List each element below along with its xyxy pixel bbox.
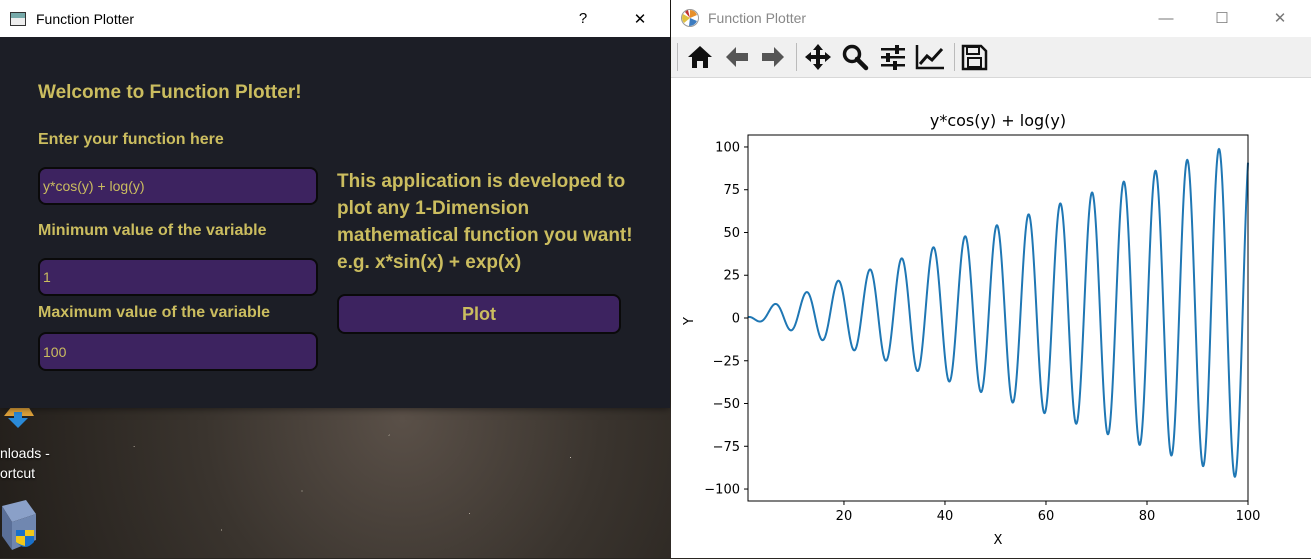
configure-subplots-button[interactable] [877, 41, 909, 73]
app-window-icon [10, 11, 26, 26]
forward-icon [762, 47, 784, 67]
configure-subplots-icon [881, 45, 905, 70]
max-value-label: Maximum value of the variable [38, 304, 271, 321]
left-titlebar[interactable]: Function Plotter ? ✕ [0, 0, 670, 37]
x-tick-label: 100 [1236, 509, 1261, 524]
x-tick-label: 20 [836, 509, 853, 524]
x-tick-label: 60 [1038, 509, 1055, 524]
plot-button[interactable]: Plot [337, 294, 621, 334]
back-button[interactable] [721, 41, 753, 73]
y-tick-label: 50 [723, 226, 740, 241]
welcome-heading: Welcome to Function Plotter! [38, 82, 302, 103]
toolbar-separator [677, 43, 678, 71]
max-value-input[interactable]: 100 [38, 332, 318, 371]
home-button[interactable] [684, 41, 716, 73]
downloads-shortcut[interactable]: nloads - ortcut [0, 402, 50, 483]
back-icon [726, 47, 748, 67]
right-window-title: Function Plotter [708, 10, 807, 26]
left-window-title: Function Plotter [36, 10, 135, 27]
edit-axis-icon [915, 45, 944, 70]
plot-axes-frame [747, 134, 1249, 502]
matplotlib-figure-window: Function Plotter — ☐ ✕ [671, 0, 1311, 558]
save-button[interactable] [958, 41, 990, 73]
downloads-shortcut-icon [4, 406, 34, 428]
downloads-shortcut-label-1: nloads - [0, 445, 50, 461]
y-tick-label: 75 [723, 183, 740, 198]
x-tick-label: 80 [1139, 509, 1156, 524]
function-input[interactable]: y*cos(y) + log(y) [38, 167, 318, 205]
downloads-shortcut-label-2: ortcut [0, 465, 36, 481]
maximize-button[interactable]: ☐ [1215, 10, 1229, 27]
home-icon [688, 46, 712, 68]
close-button[interactable]: ✕ [633, 10, 647, 28]
navigation-toolbar [671, 37, 1311, 78]
x-axis-label: X [994, 533, 1003, 548]
y-tick-label: −75 [713, 440, 740, 455]
right-titlebar[interactable]: Function Plotter — ☐ ✕ [671, 0, 1311, 36]
y-tick-label: 100 [715, 140, 740, 155]
series-line [747, 147, 1249, 478]
forward-button[interactable] [757, 41, 789, 73]
help-button[interactable]: ? [578, 10, 588, 27]
toolbar-separator [796, 43, 797, 71]
y-tick-label: −100 [704, 483, 740, 498]
min-value-label: Minimum value of the variable [38, 222, 267, 239]
zoom-button[interactable] [839, 41, 871, 73]
y-tick-label: −50 [713, 397, 740, 412]
function-plotter-input-window: Function Plotter ? ✕ Welcome to Function… [0, 0, 670, 408]
y-tick-label: −25 [713, 354, 740, 369]
zoom-icon [842, 44, 869, 71]
axis-ticks: 20 40 60 80 100 100 75 50 25 0 −25 −50 −75 −100 [704, 140, 1260, 524]
installer-shortcut[interactable] [0, 500, 38, 559]
right-close-button[interactable]: ✕ [1273, 10, 1287, 27]
y-axis-label: Y [682, 317, 697, 326]
minimize-button[interactable]: — [1158, 9, 1174, 27]
pan-button[interactable] [802, 41, 834, 73]
plot-canvas[interactable]: y*cos(y) + log(y) X Y 20 40 60 80 100 100 75 50… [671, 77, 1311, 558]
function-label: Enter your function here [38, 131, 224, 148]
edit-axis-button[interactable] [914, 41, 946, 73]
matplotlib-logo-icon [681, 9, 699, 27]
save-icon [961, 44, 988, 71]
toolbar-separator [954, 43, 955, 71]
x-tick-label: 40 [937, 509, 954, 524]
installer-icon [2, 500, 36, 550]
min-value-input[interactable]: 1 [38, 258, 318, 296]
y-tick-label: 25 [723, 269, 740, 284]
app-description: This application is developed to plot an… [337, 171, 633, 273]
plot-title: y*cos(y) + log(y) [930, 111, 1066, 130]
y-tick-label: 0 [732, 312, 740, 327]
pan-icon [805, 44, 831, 70]
